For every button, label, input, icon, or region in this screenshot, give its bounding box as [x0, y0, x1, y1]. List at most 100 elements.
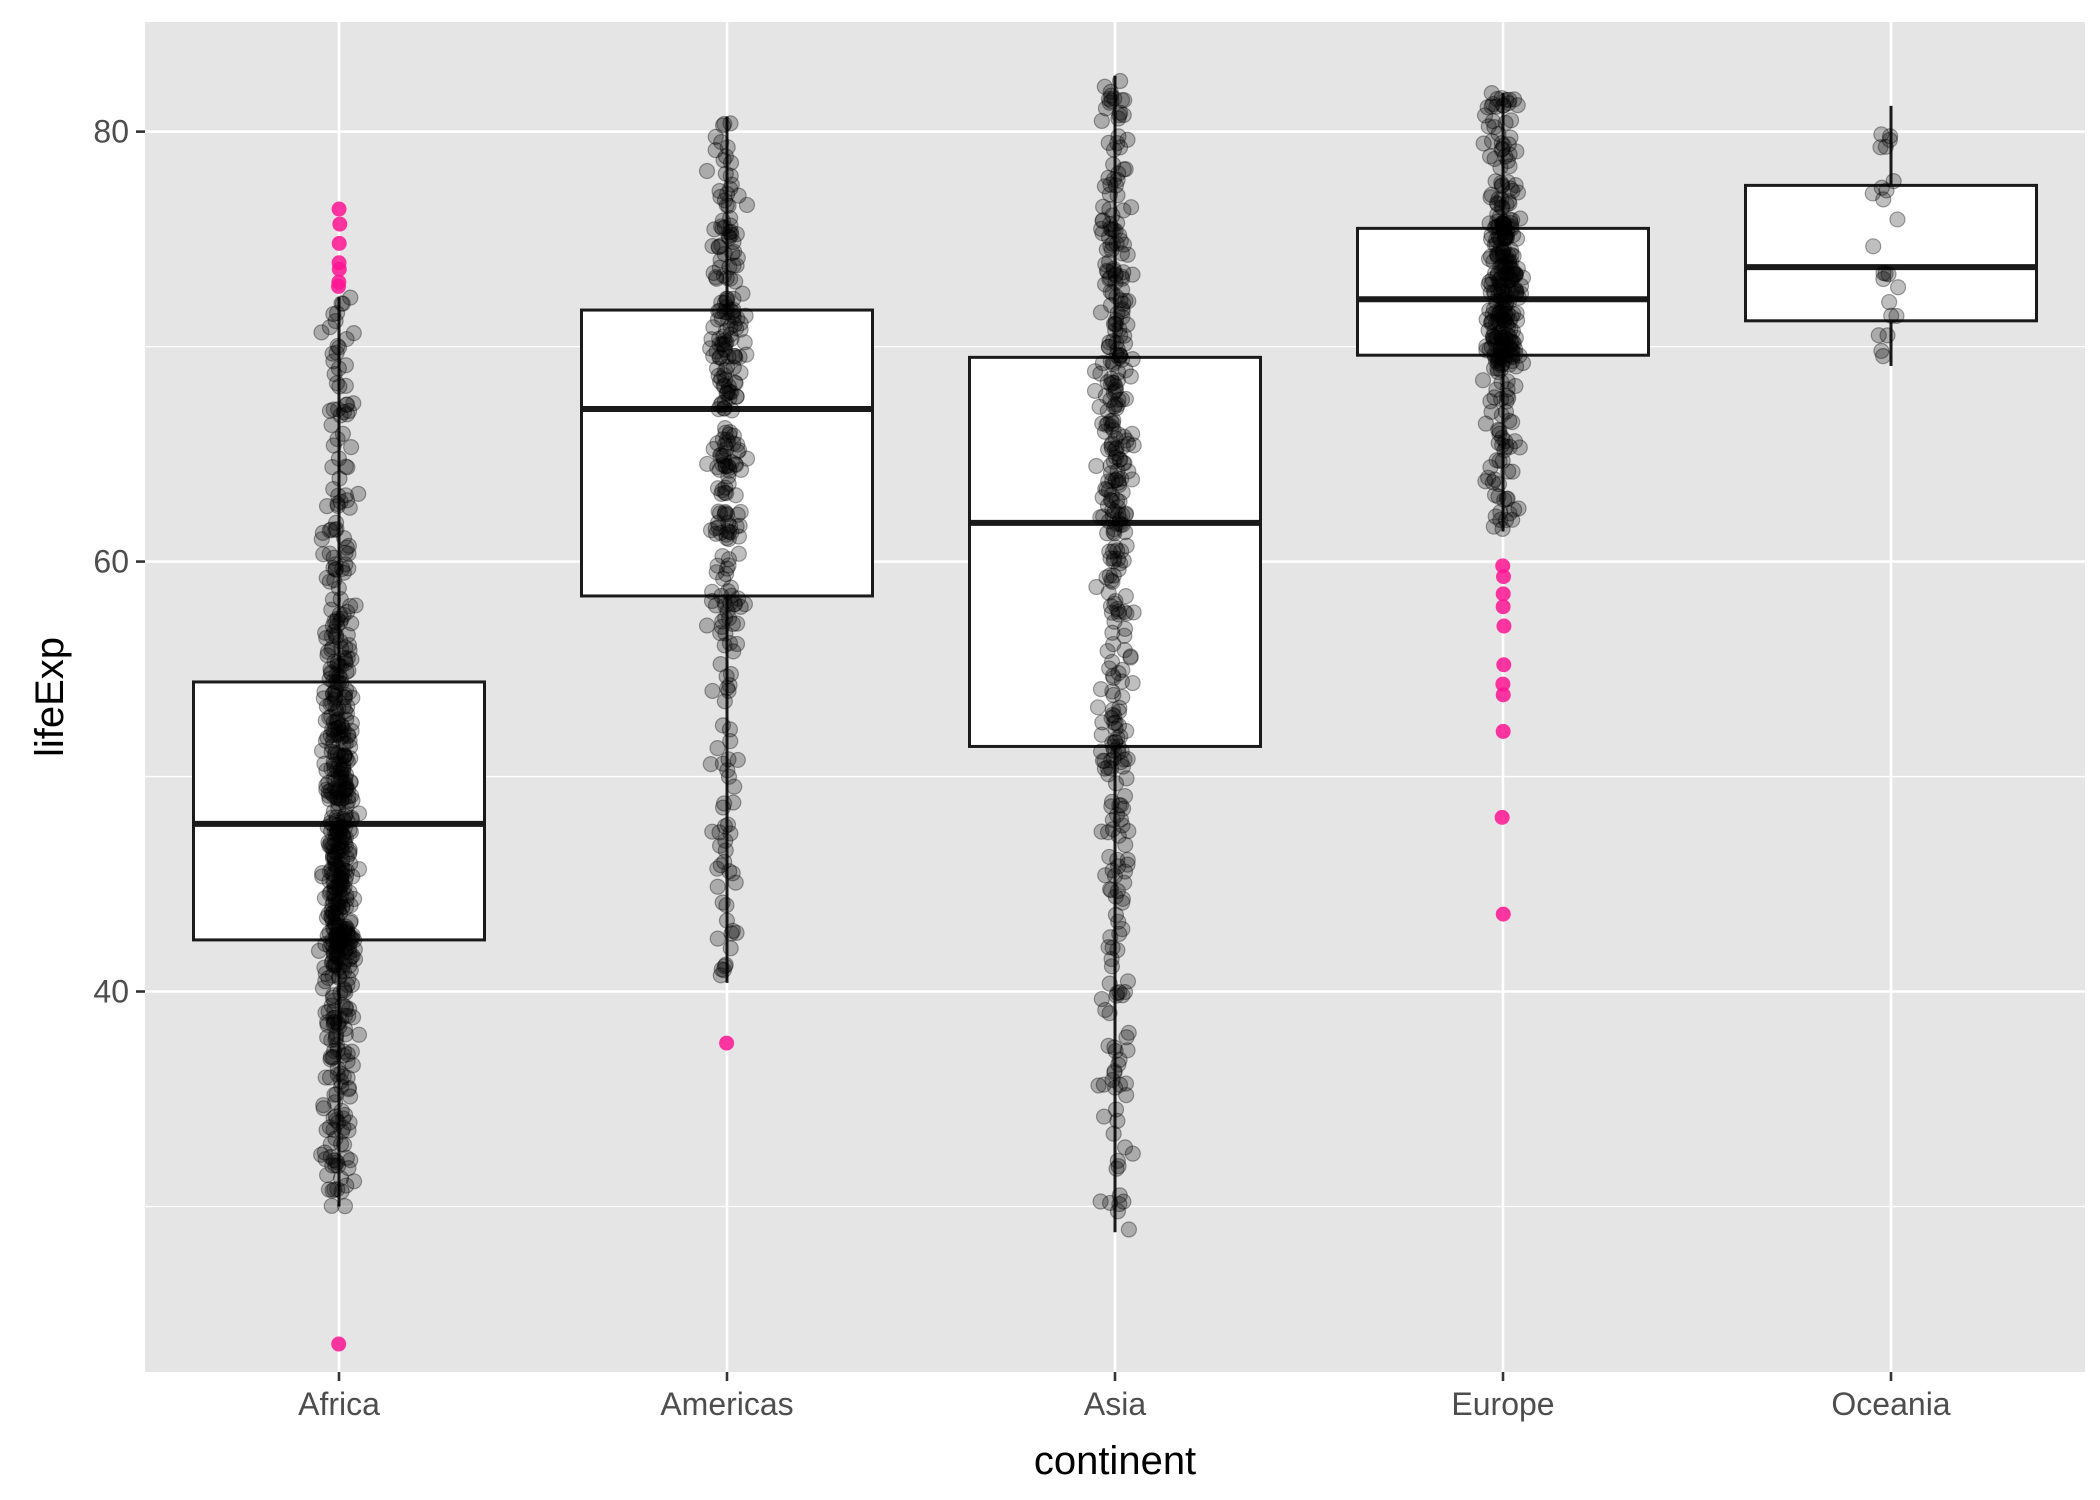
- data-point: [1106, 613, 1123, 630]
- data-point: [339, 650, 356, 667]
- data-point: [717, 597, 734, 614]
- data-point: [1118, 605, 1135, 622]
- data-point: [327, 1108, 344, 1125]
- data-point: [1105, 262, 1122, 279]
- data-point: [738, 450, 756, 467]
- data-point: [339, 781, 357, 798]
- data-point: [1106, 398, 1123, 415]
- data-point: [1112, 728, 1129, 745]
- data-point: [1109, 372, 1127, 389]
- data-point: [339, 793, 357, 810]
- data-point: [1108, 235, 1125, 252]
- data-point: [330, 339, 348, 356]
- data-point: [1507, 265, 1524, 283]
- data-point: [330, 487, 347, 504]
- data-point: [1494, 244, 1511, 261]
- data-point: [1499, 174, 1516, 191]
- data-point: [319, 818, 336, 835]
- data-point: [327, 1157, 344, 1174]
- data-point: [321, 1069, 339, 1086]
- data-point: [1486, 389, 1503, 406]
- data-point: [327, 673, 344, 691]
- data-point: [702, 756, 719, 773]
- data-point: [1101, 186, 1118, 203]
- data-point: [337, 780, 355, 797]
- data-point: [717, 424, 734, 441]
- data-point: [321, 872, 338, 890]
- data-point: [1107, 775, 1125, 792]
- data-point: [340, 788, 357, 805]
- data-point: [1505, 266, 1522, 283]
- data-point: [326, 1002, 343, 1019]
- data-point: [1103, 437, 1120, 454]
- data-point: [335, 727, 352, 745]
- data-point: [722, 209, 739, 227]
- data-point: [1095, 508, 1112, 525]
- data-point: [328, 617, 346, 634]
- data-point: [738, 196, 756, 214]
- data-point: [330, 969, 348, 986]
- data-point: [341, 843, 358, 861]
- data-point: [732, 364, 749, 381]
- data-point: [331, 606, 348, 623]
- data-point: [1496, 351, 1513, 368]
- data-point: [1488, 293, 1505, 310]
- data-point: [721, 224, 738, 241]
- data-point: [330, 876, 348, 894]
- data-point: [1494, 219, 1511, 236]
- data-point: [712, 252, 729, 269]
- outlier-point: [331, 235, 347, 251]
- data-point: [1493, 357, 1510, 374]
- data-point: [319, 729, 336, 746]
- data-point: [1110, 165, 1127, 182]
- data-point: [327, 556, 344, 573]
- data-point: [732, 598, 749, 615]
- data-point: [1503, 271, 1520, 288]
- data-point: [323, 936, 341, 953]
- data-point: [322, 664, 340, 681]
- data-point: [328, 932, 346, 949]
- data-point: [326, 879, 343, 896]
- data-point: [1874, 348, 1892, 365]
- data-point: [1102, 391, 1119, 409]
- data-point: [1099, 497, 1117, 514]
- data-point: [1105, 523, 1122, 540]
- data-point: [714, 448, 731, 465]
- data-point: [335, 963, 353, 980]
- data-point: [1506, 501, 1523, 518]
- data-point: [1508, 283, 1525, 301]
- data-point: [1489, 363, 1507, 381]
- data-point: [1504, 333, 1521, 351]
- data-point: [1514, 269, 1532, 286]
- data-point: [330, 923, 347, 940]
- data-point: [1508, 143, 1525, 160]
- data-point: [1104, 811, 1121, 829]
- data-point: [327, 521, 344, 539]
- data-point: [1107, 472, 1124, 489]
- data-point: [1112, 139, 1129, 156]
- data-point: [1500, 389, 1517, 407]
- data-point: [336, 1198, 354, 1215]
- data-point: [322, 727, 339, 744]
- data-point: [721, 462, 738, 479]
- data-point: [1102, 881, 1119, 898]
- data-point: [1503, 246, 1520, 263]
- data-point: [1116, 1139, 1134, 1156]
- data-point: [1487, 329, 1505, 346]
- data-point: [715, 447, 732, 465]
- data-point: [315, 1097, 332, 1114]
- data-point: [1104, 701, 1122, 718]
- data-point: [1112, 451, 1129, 468]
- data-point: [1889, 279, 1907, 296]
- data-point: [324, 905, 341, 922]
- data-point: [342, 750, 359, 767]
- data-point: [717, 371, 734, 388]
- data-point: [339, 626, 356, 644]
- data-point: [1097, 867, 1114, 884]
- data-point: [333, 295, 350, 312]
- data-point: [1504, 511, 1521, 528]
- data-point: [1105, 384, 1122, 401]
- data-point: [1100, 169, 1117, 186]
- data-point: [1490, 287, 1507, 304]
- data-point: [335, 403, 353, 421]
